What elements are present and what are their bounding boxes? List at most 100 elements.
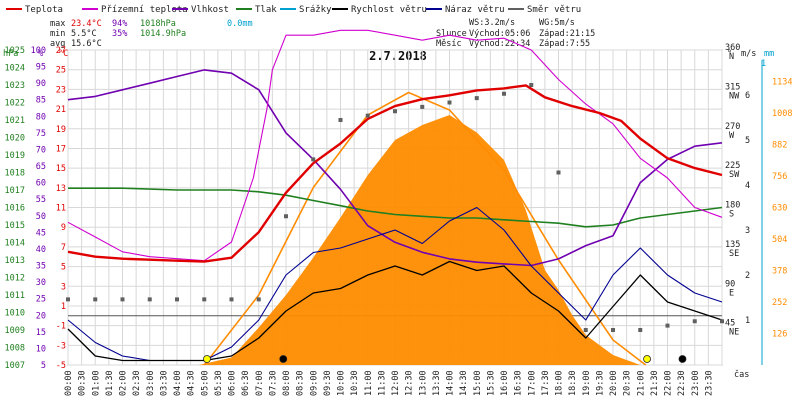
wind-dir-point [229, 297, 234, 302]
axis-tick-pct: 10 [36, 344, 46, 354]
time-tick-label: 04:30 [187, 370, 197, 396]
axis-tick-temp: -3 [56, 341, 66, 351]
moon-set: Západ:7:55 [539, 39, 590, 49]
stat-avg-temp: 15.6°C [71, 39, 102, 49]
axis-tick-hpa: 1010 [5, 309, 25, 319]
time-tick-label: 09:30 [323, 370, 333, 396]
axis-tick-hpa: 1025 [5, 46, 25, 56]
axis-tick-wm2: 882 [772, 141, 787, 151]
time-tick-label: 10:30 [350, 370, 360, 396]
wind-dir-point [175, 297, 179, 302]
legend-temp: Teplota [25, 5, 63, 15]
wind-dir-point [66, 297, 70, 302]
time-tick-label: 20:00 [609, 370, 619, 396]
temp-line [67, 84, 723, 263]
axis-tick-pct: 5 [41, 361, 46, 371]
axis-tick-temp: 27 [56, 46, 66, 56]
time-tick-label: 19:00 [582, 370, 592, 396]
time-tick-label: 18:30 [568, 370, 578, 396]
axis-tick-hpa: 1016 [5, 204, 25, 214]
time-tick-label: 18:00 [555, 370, 565, 396]
axes-layer: 1025102410231022102110201019101810171016… [5, 43, 793, 396]
sun-rise: Východ:05:06 [469, 29, 530, 39]
axis-tick-hpa: 1023 [5, 81, 25, 91]
wind-dir-point [611, 328, 615, 332]
stat-avg-label: avg [50, 39, 65, 49]
axis-label-dir: ° [727, 49, 732, 59]
wind-dir-point [502, 91, 506, 96]
axis-label-ms: m/s [741, 49, 756, 59]
axis-label-temp: °C [58, 49, 68, 59]
time-tick-label: 13:00 [418, 370, 428, 396]
sun-set: Západ:21:15 [539, 29, 595, 39]
axis-tick-ms: 3 [745, 226, 750, 236]
axis-tick-hpa: 1013 [5, 256, 25, 266]
axis-tick-pct: 40 [36, 245, 46, 255]
axis-tick-hpa: 1020 [5, 134, 25, 144]
axis-tick-temp: 19 [56, 125, 66, 135]
axis-tick-hpa: 1012 [5, 274, 25, 284]
stat-min-label: min [50, 29, 65, 39]
time-tick-label: 20:30 [623, 370, 633, 396]
time-tick-label: 21:30 [650, 370, 660, 396]
axis-tick-temp: 25 [56, 66, 66, 76]
time-tick-label: 01:30 [105, 370, 115, 396]
axis-tick-pct: 55 [36, 195, 46, 205]
legend: Teplota Přízemní teplota Vlhkost Tlak Sr… [6, 5, 581, 15]
moon-set-marker [279, 355, 288, 363]
time-tick-label: 14:30 [459, 370, 469, 396]
axis-tick-hpa: 1007 [5, 361, 25, 371]
axis-tick-wm2: 378 [772, 267, 787, 277]
axis-tick-hpa: 1018 [5, 169, 25, 179]
time-tick-label: 17:00 [527, 370, 537, 396]
axis-tick-hpa: 1014 [5, 239, 25, 249]
axis-label-mm-top: 1 [761, 59, 766, 69]
axis-tick-temp: 17 [56, 144, 66, 154]
axis-tick-wm2: 1134 [772, 78, 792, 88]
axis-tick-hpa: 1017 [5, 186, 25, 196]
stat-max-temp: 23.4°C [71, 19, 102, 29]
axis-tick-dir: 270 [725, 122, 740, 132]
axis-tick-pct: 50 [36, 212, 46, 222]
stat-min-hum: 35% [112, 29, 127, 39]
axis-tick-pct: 15 [36, 328, 46, 338]
time-tick-label: 11:30 [377, 370, 387, 396]
axis-tick-wm2: 1008 [772, 109, 792, 119]
wind-dir-point [447, 100, 452, 105]
axis-tick-ms: 5 [745, 136, 750, 146]
solar-radiation-area [198, 115, 641, 365]
time-tick-label: 23:30 [704, 370, 714, 396]
axis-tick-dir-name: NW [729, 91, 740, 101]
axis-tick-wm2: 126 [772, 330, 787, 340]
legend-wind-speed: Rychlost větru [351, 5, 427, 15]
axis-tick-pct: 95 [36, 63, 46, 73]
axis-tick-hpa: 1021 [5, 116, 25, 126]
stat-min-temp: 5.5°C [71, 29, 97, 39]
wind-dir-point [393, 109, 397, 114]
time-tick-label: 14:00 [446, 370, 456, 396]
solar-clear-sky-line [203, 91, 647, 366]
axis-tick-temp: -5 [56, 361, 66, 371]
axis-tick-pct: 85 [36, 96, 46, 106]
ground-temp-line [67, 29, 723, 262]
time-tick-label: 08:30 [296, 370, 306, 396]
axis-tick-temp: 15 [56, 164, 66, 174]
axis-tick-dir: 315 [725, 82, 740, 92]
wind-dir-point [665, 323, 670, 328]
axis-tick-pct: 65 [36, 162, 46, 172]
wind-dir-point [93, 297, 98, 302]
time-tick-label: 03:30 [159, 370, 169, 396]
wind-dir-point [720, 319, 724, 324]
stats-block: max 23.4°C 94% 1018hPa 0.0mm min 5.5°C 3… [50, 19, 253, 49]
stat-max-rain: 0.0mm [227, 19, 253, 29]
time-tick-label: 06:30 [241, 370, 251, 396]
moon-rise-marker [678, 355, 687, 363]
sun-set-marker [643, 355, 651, 363]
time-tick-label: 05:30 [214, 370, 224, 396]
axis-tick-temp: 5 [61, 263, 66, 273]
axis-tick-dir: 360 [725, 43, 740, 53]
time-tick-label: 05:00 [200, 370, 210, 396]
axis-tick-hpa: 1011 [5, 291, 25, 301]
time-tick-label: 10:00 [337, 370, 347, 396]
axis-tick-pct: 75 [36, 129, 46, 139]
